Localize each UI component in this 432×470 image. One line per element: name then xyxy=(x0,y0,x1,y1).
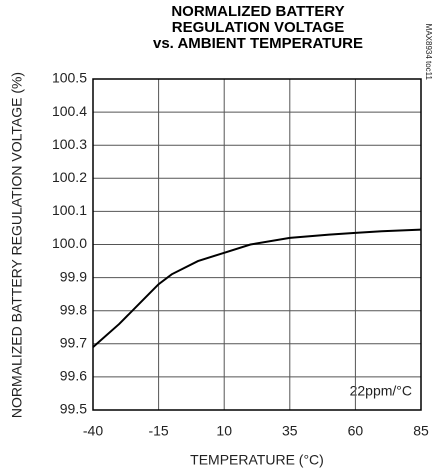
y-tick-label: 99.9 xyxy=(60,268,87,284)
y-axis-label: NORMALIZED BATTERY REGULATION VOLTAGE (%… xyxy=(9,72,25,418)
y-tick-label: 100.2 xyxy=(52,169,87,185)
x-axis-label: TEMPERATURE (°C) xyxy=(190,452,324,468)
y-tick-label: 100.0 xyxy=(52,235,87,251)
y-tick-label: 99.5 xyxy=(60,401,87,417)
plot-frame xyxy=(92,78,422,411)
y-tick-label: 99.6 xyxy=(60,368,87,384)
y-tick-label: 99.8 xyxy=(60,301,87,317)
side-note: MAX8934 toc11 xyxy=(424,24,432,81)
y-tick-label: 100.3 xyxy=(52,136,87,152)
x-tick-label: 60 xyxy=(348,423,364,439)
y-tick-label: 99.7 xyxy=(60,335,87,351)
data-line xyxy=(92,228,422,348)
chart-title: NORMALIZED BATTERY xyxy=(171,3,344,20)
y-tick-label: 100.1 xyxy=(52,202,87,218)
x-tick-label: 10 xyxy=(216,423,232,439)
x-tick-label: 35 xyxy=(282,423,298,439)
y-tick-label: 100.4 xyxy=(52,103,87,119)
chart-title: REGULATION VOLTAGE xyxy=(172,19,345,36)
x-tick-label: -40 xyxy=(83,423,103,439)
chart-title: vs. AMBIENT TEMPERATURE xyxy=(153,35,363,52)
annotation: 22ppm/°C xyxy=(350,383,412,399)
x-tick-label: -15 xyxy=(148,423,168,439)
y-tick-label: 100.5 xyxy=(52,70,87,86)
x-tick-label: 85 xyxy=(413,423,429,439)
